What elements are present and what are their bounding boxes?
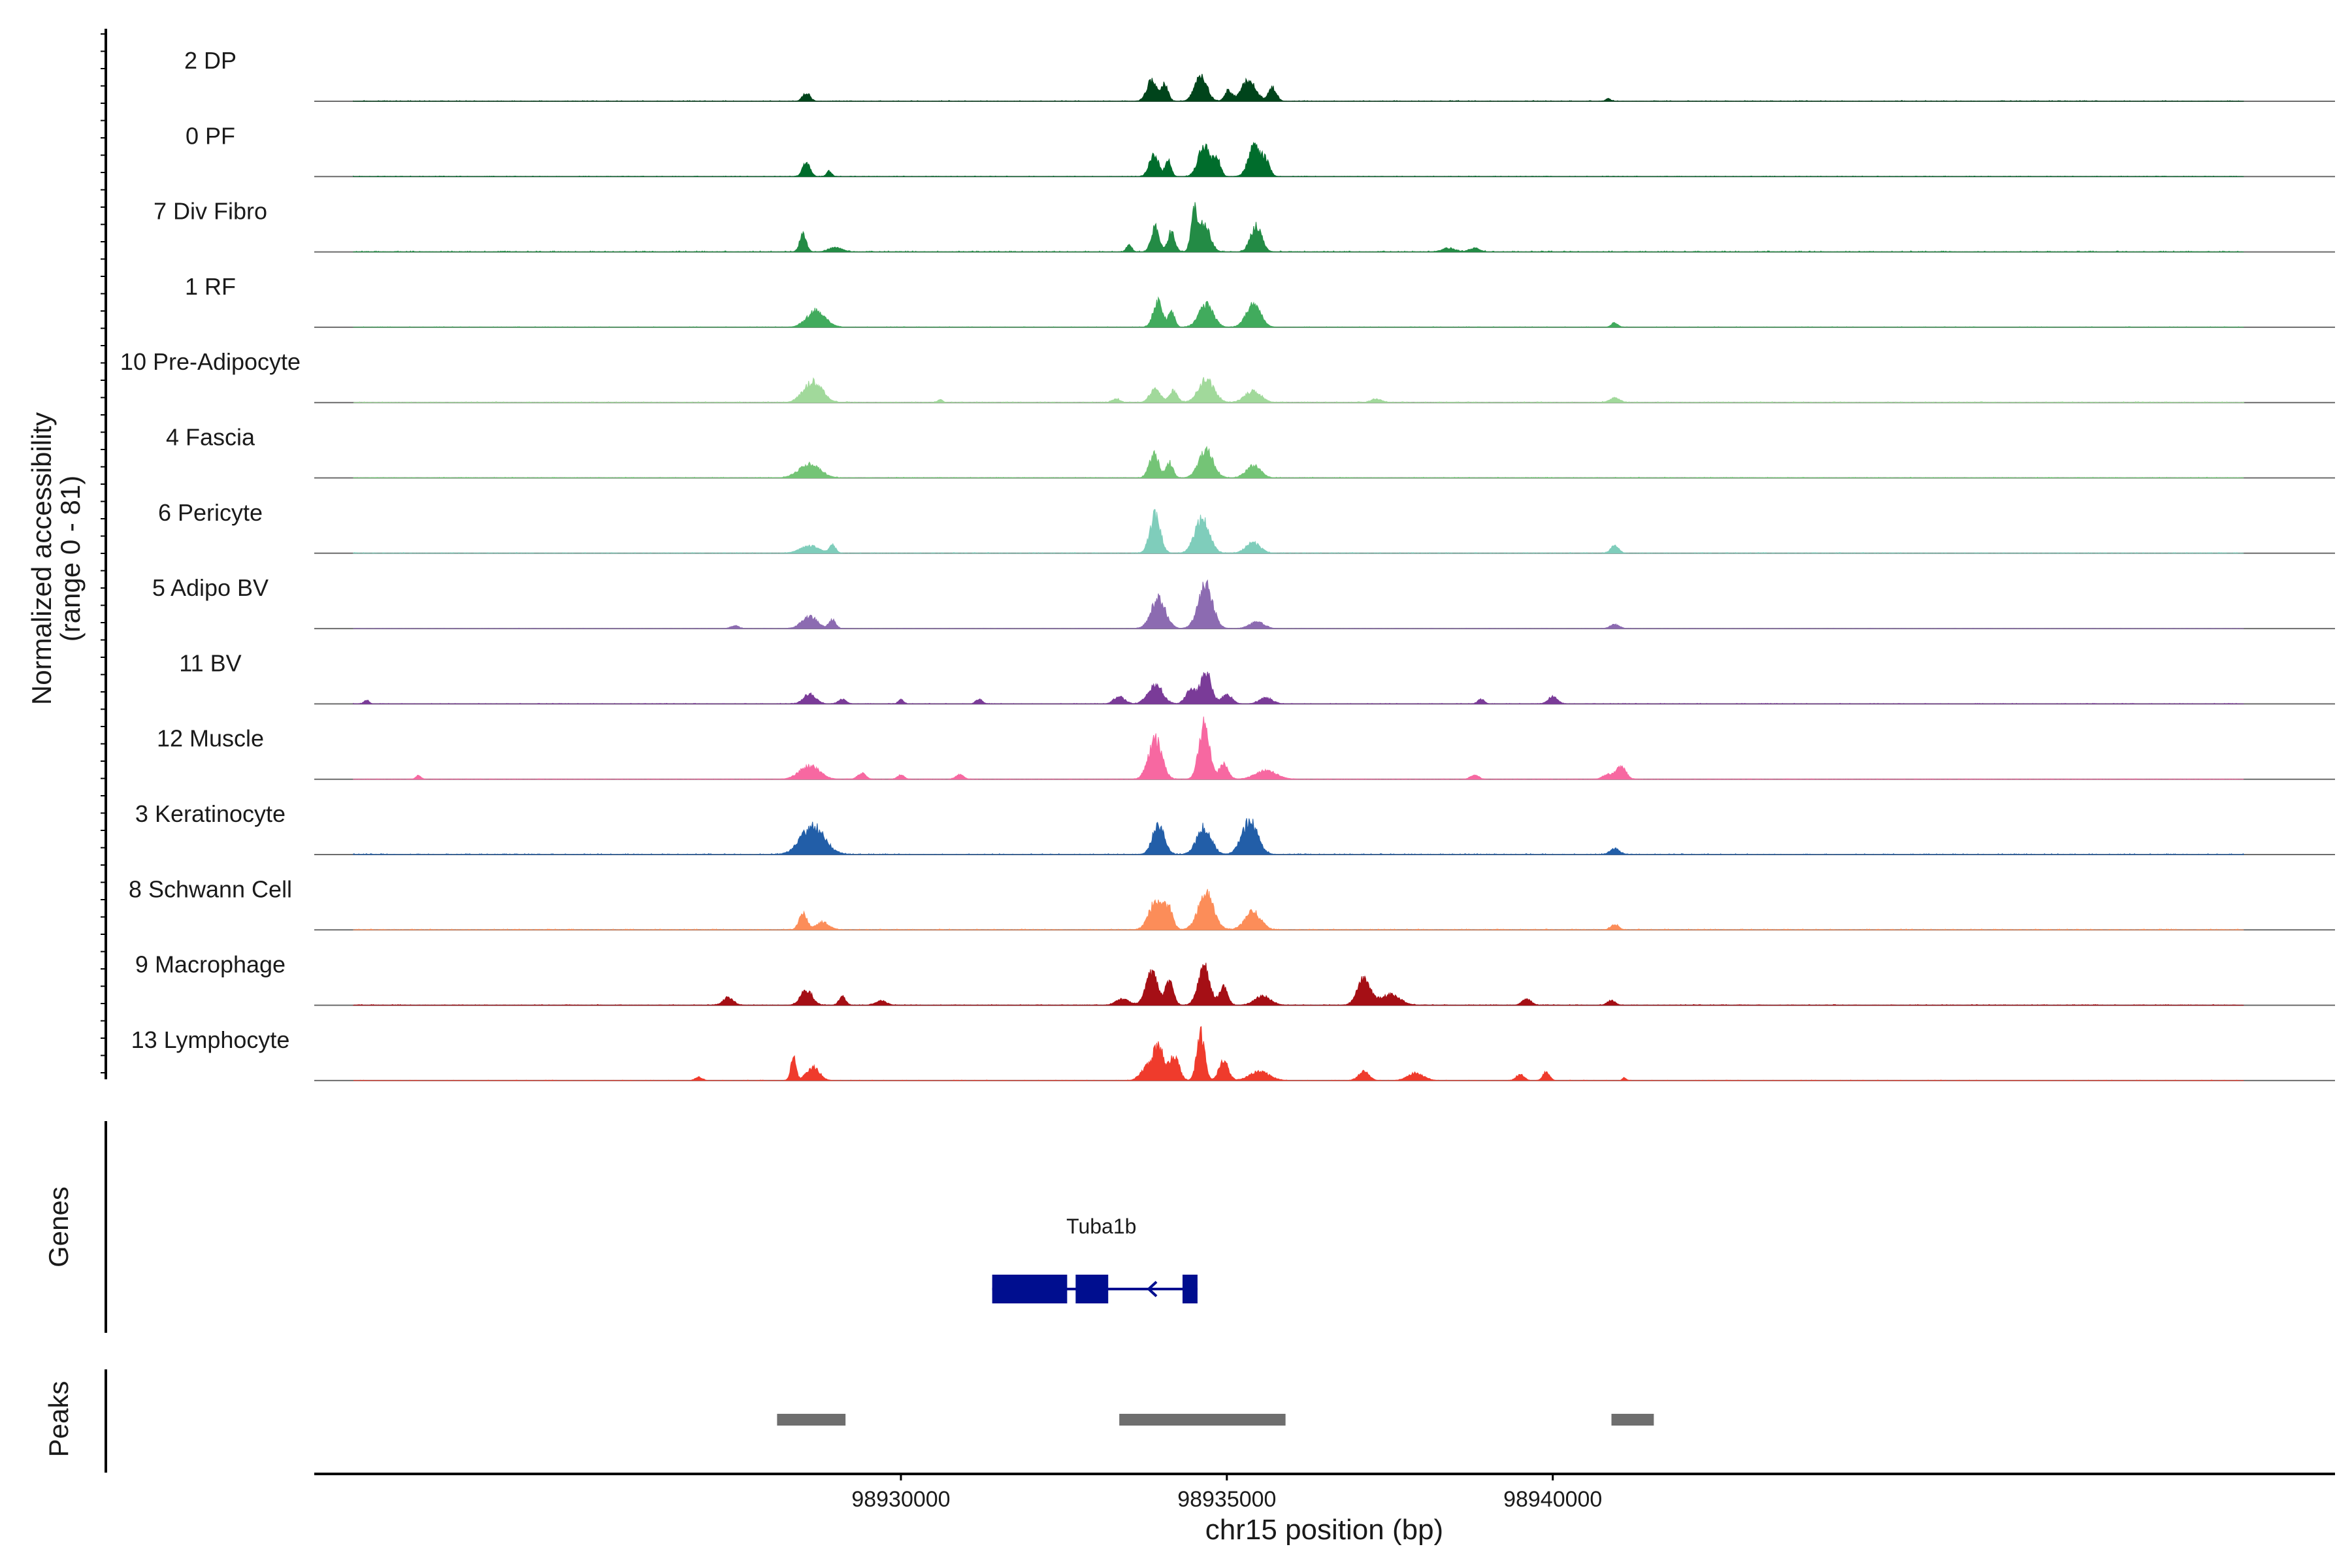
track-label: 1 RF — [185, 273, 236, 300]
gene-exon — [1075, 1275, 1109, 1303]
track-coverage — [352, 509, 2244, 554]
y-axis: Normalized accessibility (range 0 - 81) — [26, 29, 107, 1079]
track-label: 5 Adipo BV — [152, 574, 269, 601]
genes-track: Genes Tuba1b — [43, 1121, 1198, 1333]
track-label: 7 Div Fibro — [154, 198, 267, 225]
genes-track-label: Genes — [43, 1186, 74, 1267]
track-coverage — [353, 579, 2244, 629]
peak-region — [1611, 1414, 1654, 1426]
gene-strand-arrow — [1147, 1281, 1158, 1298]
track-coverage — [353, 377, 2245, 403]
track-label: 0 PF — [186, 122, 235, 149]
peaks-track-label: Peaks — [43, 1381, 74, 1458]
x-tick-label: 98935000 — [1177, 1487, 1276, 1512]
track-label: 12 Muscle — [157, 725, 264, 752]
peaks-track: Peaks — [43, 1369, 1654, 1473]
track-label: 6 Pericyte — [158, 499, 263, 526]
accessibility-tracks: 2 DP 0 PF 7 Div Fibro 1 RF 10 Pre-Adipocyte 4… — [120, 47, 2335, 1081]
track-label: 9 Macrophage — [135, 951, 286, 978]
track-label: 11 BV — [179, 649, 241, 676]
track-coverage — [353, 296, 2244, 328]
track-label: 8 Schwann Cell — [129, 875, 292, 902]
track-label: 4 Fascia — [166, 424, 255, 451]
track-coverage — [353, 141, 2244, 177]
track-label: 2 DP — [184, 47, 237, 74]
y-axis-label-line2: (range 0 - 81) — [55, 476, 86, 642]
x-tick-label: 98940000 — [1503, 1487, 1602, 1512]
track-label: 13 Lymphocyte — [131, 1026, 290, 1053]
y-axis-label-line1: Normalized accessibility — [26, 412, 57, 705]
gene-exon — [1182, 1275, 1198, 1303]
x-tick-label: 98930000 — [851, 1487, 950, 1512]
x-axis-label: chr15 position (bp) — [1205, 1514, 1443, 1546]
peak-regions — [777, 1414, 1654, 1426]
gene-model — [992, 1275, 1198, 1303]
track-label: 3 Keratinocyte — [135, 800, 286, 827]
track-coverage — [353, 202, 2244, 253]
peak-region — [777, 1414, 846, 1426]
track-coverage — [353, 962, 2244, 1006]
track-coverage — [353, 446, 2244, 479]
gene-exon — [992, 1275, 1068, 1303]
track-coverage — [353, 73, 2244, 102]
track-coverage — [353, 716, 2244, 780]
gene-name-label: Tuba1b — [1066, 1215, 1136, 1238]
track-coverage — [353, 672, 2244, 705]
x-axis-ticks: 98930000 98935000 98940000 — [851, 1474, 1602, 1512]
track-label: 10 Pre-Adipocyte — [120, 348, 301, 375]
peak-region — [1119, 1414, 1286, 1426]
track-coverage — [353, 818, 2245, 855]
x-axis: 98930000 98935000 98940000 chr15 position … — [314, 1473, 2335, 1546]
track-coverage — [353, 1026, 2244, 1081]
track-coverage — [353, 889, 2244, 931]
